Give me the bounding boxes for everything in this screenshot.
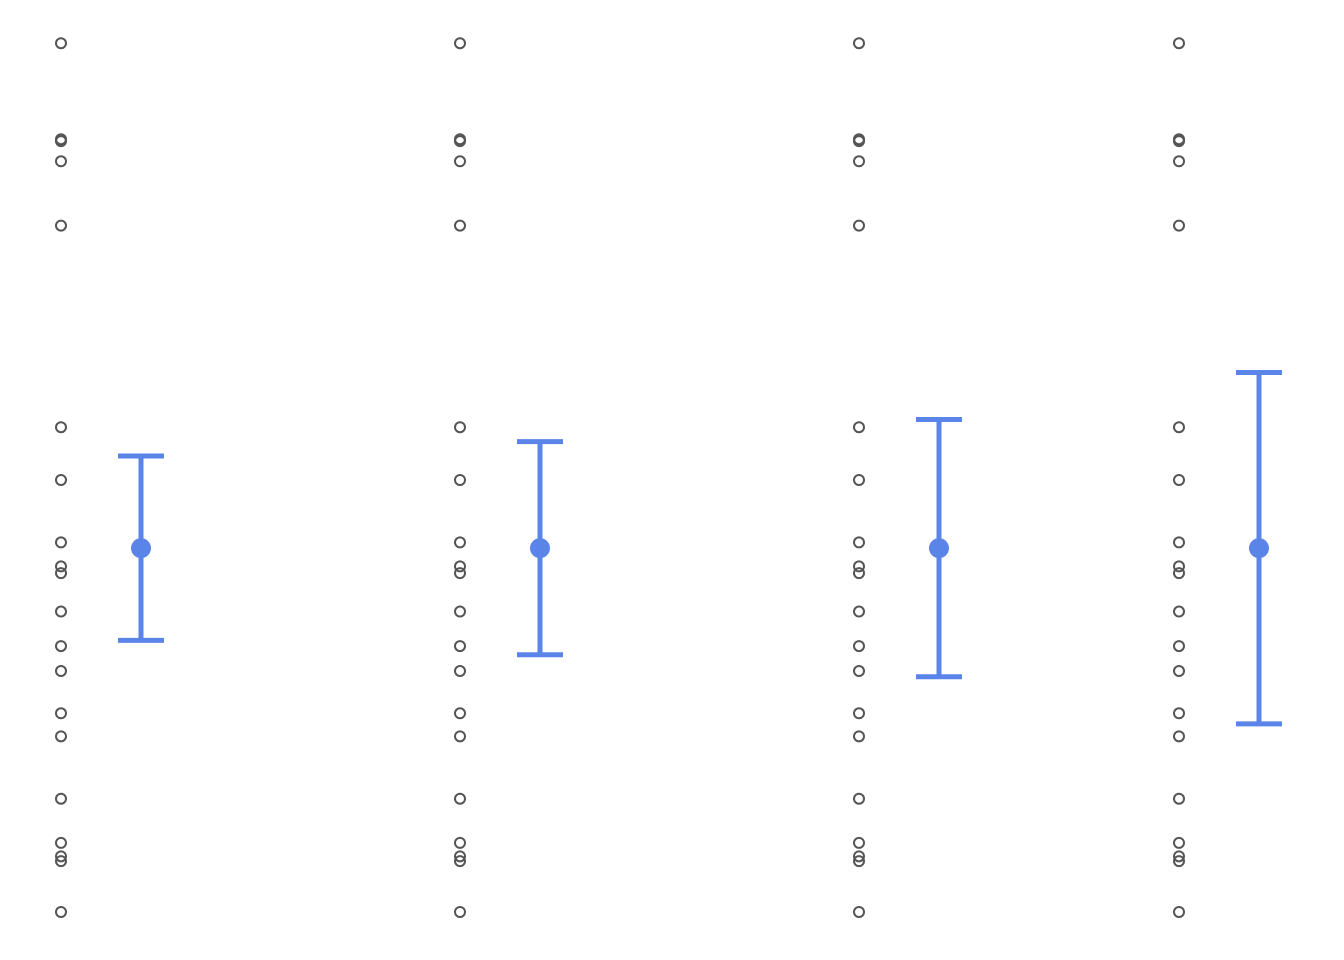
raw-point [1174,568,1184,578]
group-2 [455,38,563,917]
raw-point [455,537,465,547]
raw-point [1174,838,1184,848]
raw-point [56,568,66,578]
raw-point [1174,794,1184,804]
mean-point [929,538,949,558]
raw-point [854,537,864,547]
raw-point [455,708,465,718]
raw-point [455,221,465,231]
raw-point [455,422,465,432]
raw-point [56,708,66,718]
raw-point [56,38,66,48]
raw-point [455,907,465,917]
raw-point [1174,641,1184,651]
group-3 [854,38,962,917]
raw-point [56,156,66,166]
raw-point [56,422,66,432]
raw-point [455,156,465,166]
raw-point [854,666,864,676]
raw-point [1174,537,1184,547]
raw-point [854,708,864,718]
raw-point [455,794,465,804]
raw-point [56,731,66,741]
raw-point [455,731,465,741]
raw-point [455,666,465,676]
raw-point [1174,422,1184,432]
raw-point [56,838,66,848]
raw-point [854,475,864,485]
raw-point [1174,907,1184,917]
raw-point [1174,731,1184,741]
raw-point [455,607,465,617]
mean-point [530,538,550,558]
raw-point [854,607,864,617]
raw-point [56,607,66,617]
raw-point [56,641,66,651]
raw-point [455,568,465,578]
raw-point [455,475,465,485]
raw-point [854,156,864,166]
raw-point [455,838,465,848]
raw-point [455,641,465,651]
raw-point [854,731,864,741]
raw-point [1174,475,1184,485]
raw-point [1174,221,1184,231]
mean-point [131,538,151,558]
raw-point [56,221,66,231]
raw-point [854,38,864,48]
raw-point [455,38,465,48]
mean-point [1249,538,1269,558]
raw-point [56,475,66,485]
raw-point [56,666,66,676]
raw-point [56,907,66,917]
group-4 [1174,38,1282,917]
raw-point [854,838,864,848]
raw-point [1174,708,1184,718]
raw-point [1174,607,1184,617]
raw-point [1174,38,1184,48]
raw-point [854,221,864,231]
raw-point [1174,156,1184,166]
raw-point [1174,666,1184,676]
group-1 [56,38,164,917]
raw-point [854,568,864,578]
raw-point [854,641,864,651]
raw-point [854,907,864,917]
raw-point [854,422,864,432]
raw-point [854,794,864,804]
raw-point [56,794,66,804]
raw-point [56,537,66,547]
plot-area [56,38,1282,917]
